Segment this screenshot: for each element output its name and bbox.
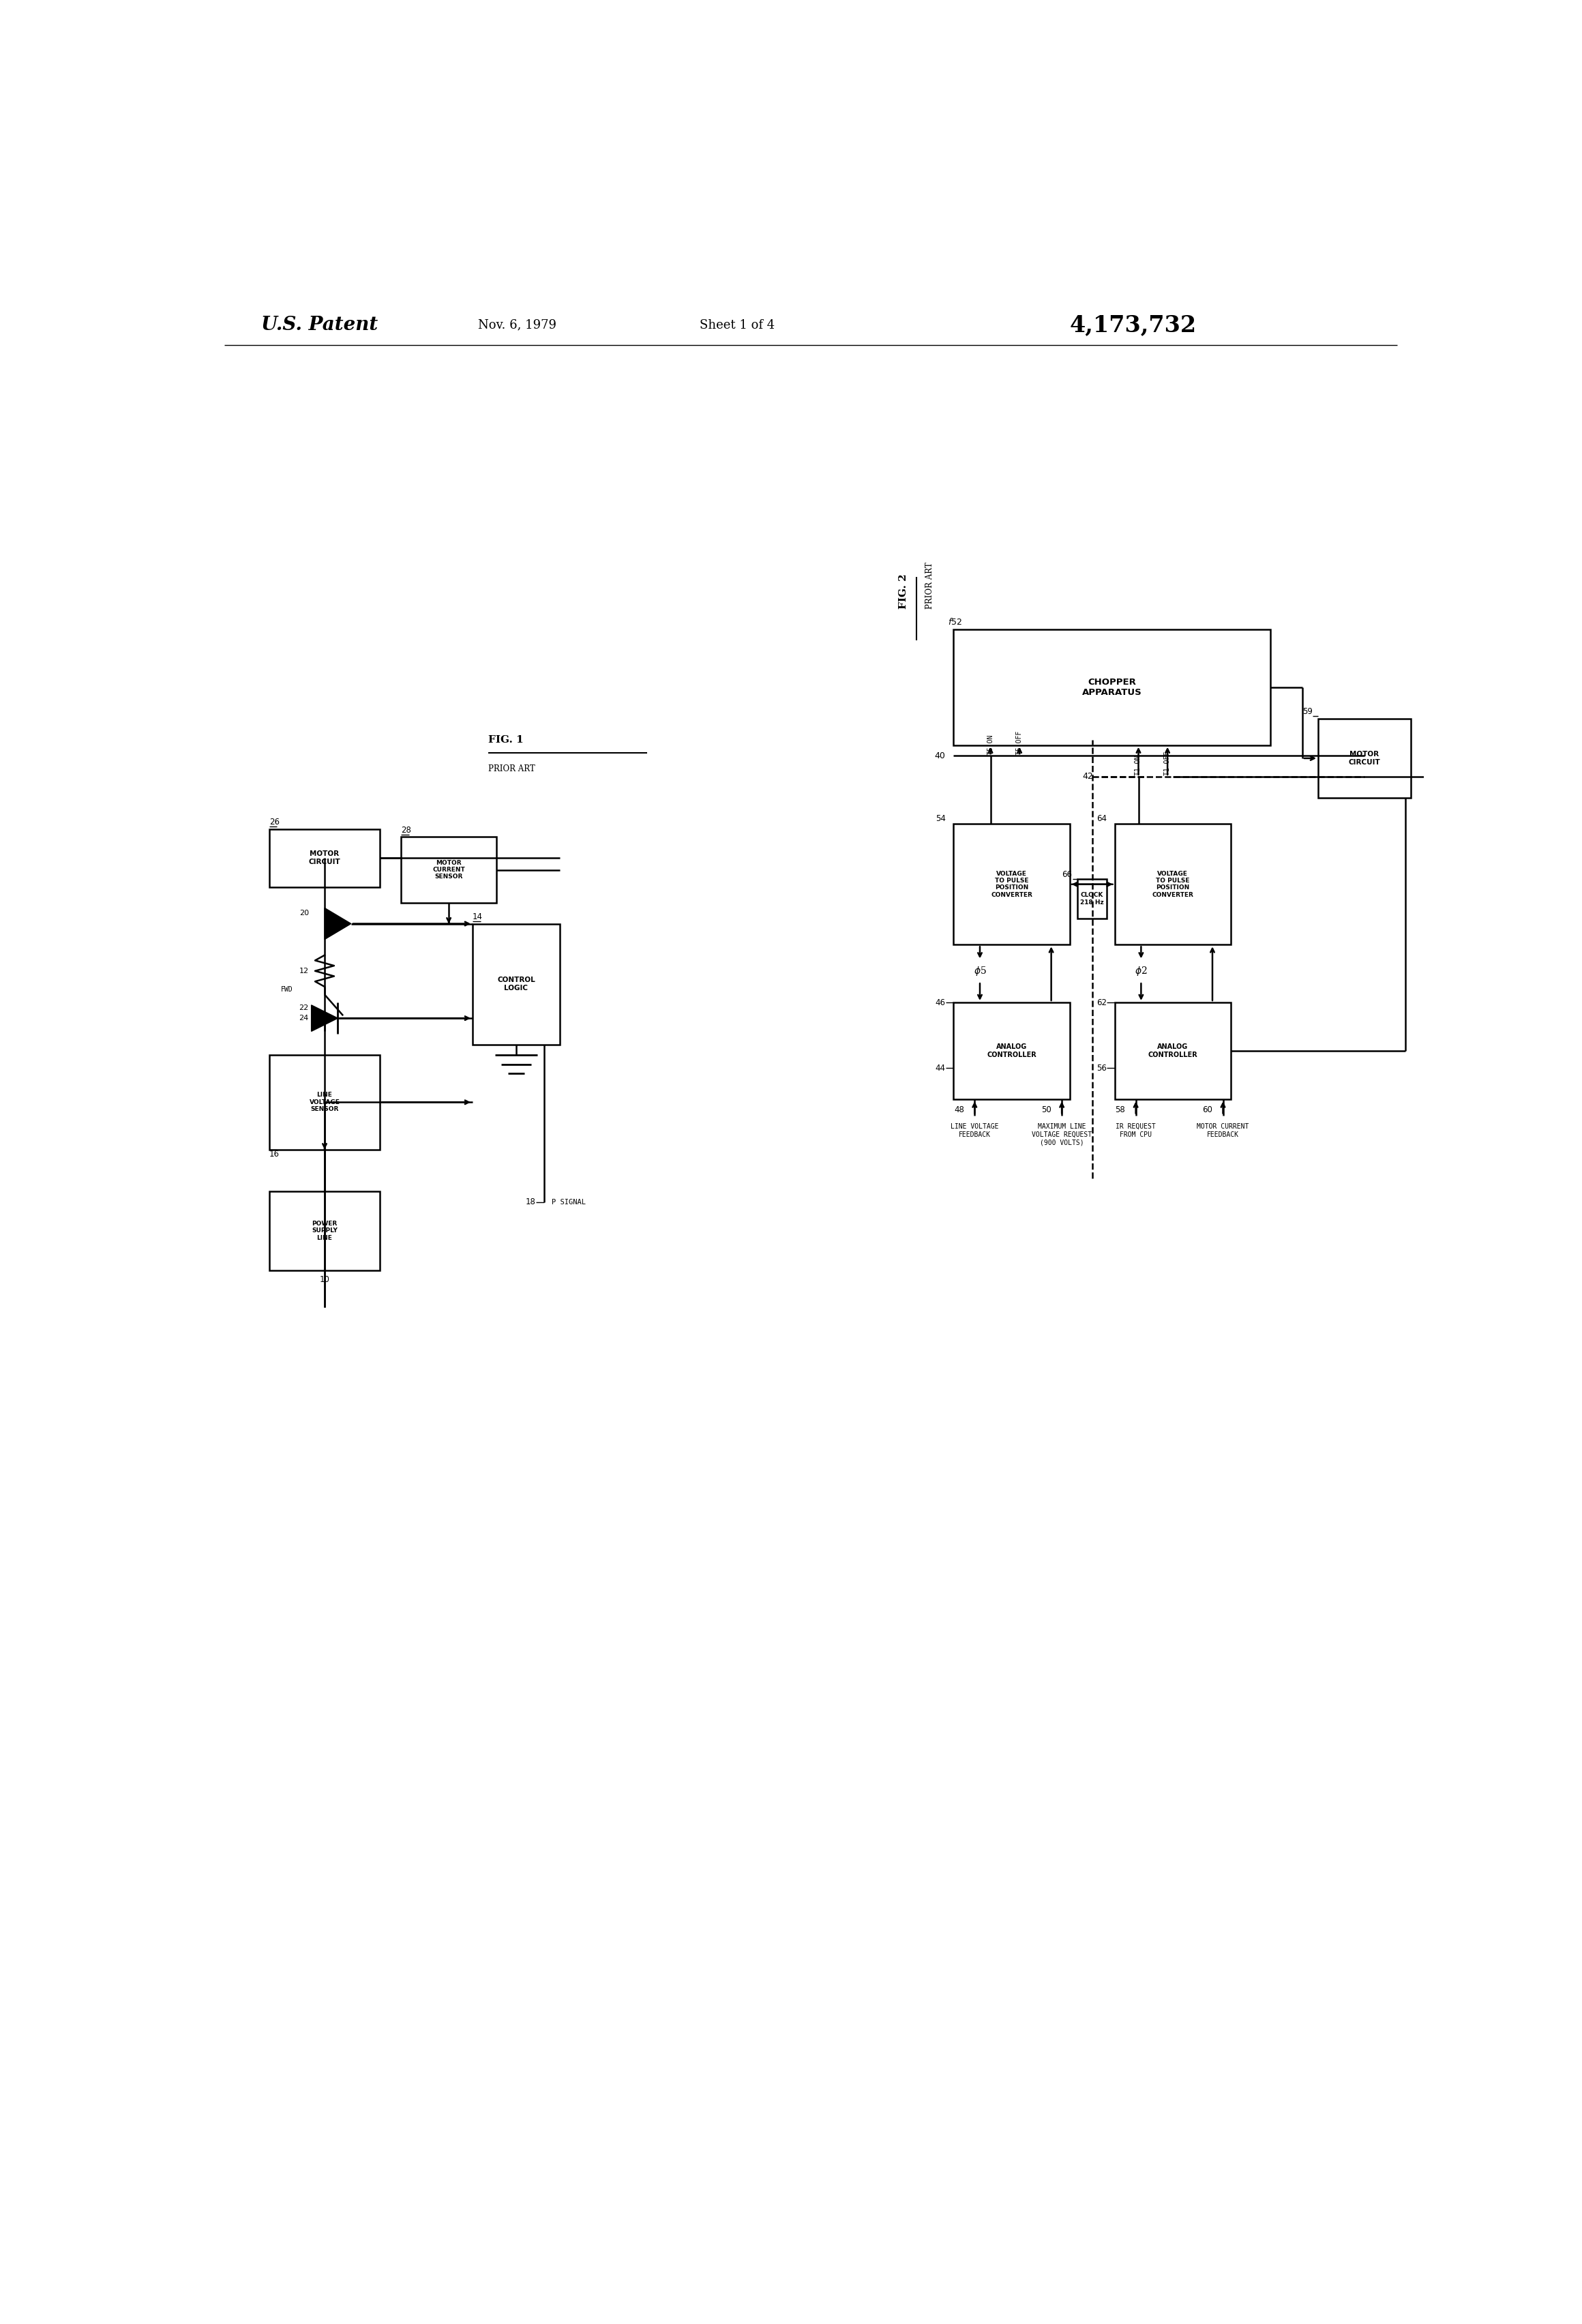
Text: 58: 58: [1115, 1106, 1125, 1116]
Text: FWD: FWD: [282, 985, 293, 992]
Text: T1 OFF: T1 OFF: [1164, 751, 1171, 776]
Bar: [269, 1192, 380, 1271]
Bar: [1077, 878, 1107, 918]
Text: 24: 24: [299, 1016, 308, 1023]
Text: 42: 42: [1082, 772, 1093, 781]
Text: IR REQUEST
FROM CPU: IR REQUEST FROM CPU: [1115, 1122, 1156, 1139]
Bar: [954, 1002, 1069, 1099]
Bar: [954, 825, 1069, 944]
Text: 14: 14: [473, 913, 483, 920]
Text: 56: 56: [1096, 1064, 1107, 1071]
Text: 54: 54: [935, 813, 946, 823]
Text: 40: 40: [935, 751, 946, 760]
Text: 64: 64: [1096, 813, 1107, 823]
Text: $\phi$5: $\phi$5: [973, 964, 986, 976]
Text: Sheet 1 of 4: Sheet 1 of 4: [699, 318, 775, 332]
Text: T5 OFF: T5 OFF: [1016, 730, 1024, 755]
Text: 28: 28: [402, 825, 411, 834]
Polygon shape: [312, 1004, 339, 1032]
Text: LINE VOLTAGE
FEEDBACK: LINE VOLTAGE FEEDBACK: [951, 1122, 998, 1139]
Text: VOLTAGE
TO PULSE
POSITION
CONVERTER: VOLTAGE TO PULSE POSITION CONVERTER: [1152, 872, 1193, 897]
Text: $\phi$2: $\phi$2: [1134, 964, 1147, 976]
Text: ANALOG
CONTROLLER: ANALOG CONTROLLER: [987, 1043, 1036, 1057]
Text: $\mathsf{\mathit{f}52}$: $\mathsf{\mathit{f}52}$: [948, 618, 962, 627]
Text: 62: 62: [1096, 997, 1107, 1006]
Text: PRIOR ART: PRIOR ART: [489, 765, 535, 774]
Text: 59: 59: [1302, 706, 1313, 716]
Bar: [402, 837, 497, 902]
Text: 4,173,732: 4,173,732: [1069, 314, 1196, 337]
Text: 44: 44: [935, 1064, 946, 1071]
Text: Nov. 6, 1979: Nov. 6, 1979: [478, 318, 557, 332]
Text: CLOCK
218 Hz: CLOCK 218 Hz: [1081, 892, 1104, 906]
Polygon shape: [324, 909, 351, 939]
Text: MOTOR
CIRCUIT: MOTOR CIRCUIT: [308, 851, 340, 865]
Text: MOTOR
CURRENT
SENSOR: MOTOR CURRENT SENSOR: [432, 860, 465, 881]
Text: POWER
SUPPLY
LINE: POWER SUPPLY LINE: [312, 1220, 337, 1241]
Text: 10: 10: [320, 1276, 329, 1285]
Bar: [1115, 1002, 1231, 1099]
Text: 60: 60: [1202, 1106, 1212, 1116]
Text: CONTROL
LOGIC: CONTROL LOGIC: [497, 976, 535, 992]
Text: MOTOR CURRENT
FEEDBACK: MOTOR CURRENT FEEDBACK: [1198, 1122, 1250, 1139]
Text: 50: 50: [1041, 1106, 1050, 1116]
Bar: [473, 923, 560, 1043]
Text: U.S. Patent: U.S. Patent: [261, 316, 378, 335]
Text: LINE
VOLTAGE
SENSOR: LINE VOLTAGE SENSOR: [310, 1092, 340, 1113]
Text: VOLTAGE
TO PULSE
POSITION
CONVERTER: VOLTAGE TO PULSE POSITION CONVERTER: [990, 872, 1033, 897]
Text: FIG. 2: FIG. 2: [899, 574, 908, 609]
Bar: [1318, 718, 1411, 797]
Text: MOTOR
CIRCUIT: MOTOR CIRCUIT: [1348, 751, 1380, 765]
Bar: [269, 1055, 380, 1150]
Bar: [269, 830, 380, 888]
Text: FIG. 1: FIG. 1: [489, 734, 524, 744]
Text: 18: 18: [525, 1197, 536, 1206]
Text: 66: 66: [1062, 869, 1073, 878]
Text: T5 ON: T5 ON: [987, 734, 993, 755]
Text: T1 ON: T1 ON: [1134, 755, 1142, 776]
Text: 46: 46: [935, 997, 946, 1006]
Text: 48: 48: [954, 1106, 963, 1116]
Text: MAXIMUM LINE
VOLTAGE REQUEST
(900 VOLTS): MAXIMUM LINE VOLTAGE REQUEST (900 VOLTS): [1031, 1122, 1092, 1146]
Text: 26: 26: [269, 818, 280, 827]
Text: PRIOR ART: PRIOR ART: [925, 562, 933, 609]
Text: ANALOG
CONTROLLER: ANALOG CONTROLLER: [1149, 1043, 1198, 1057]
Text: 20: 20: [299, 909, 308, 916]
Text: 22: 22: [299, 1004, 308, 1011]
Text: 12: 12: [299, 967, 308, 974]
Bar: [1115, 825, 1231, 944]
Text: P SIGNAL: P SIGNAL: [552, 1199, 585, 1206]
Bar: [954, 630, 1270, 746]
Text: CHOPPER
APPARATUS: CHOPPER APPARATUS: [1082, 679, 1142, 697]
Text: 16: 16: [269, 1150, 280, 1157]
